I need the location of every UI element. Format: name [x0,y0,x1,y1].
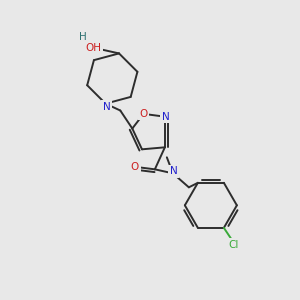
Text: N: N [162,112,170,122]
Text: OH: OH [85,44,101,53]
Text: Cl: Cl [229,240,239,250]
Text: O: O [140,109,148,119]
Text: N: N [103,102,110,112]
Text: O: O [131,162,139,172]
Text: H: H [79,32,87,42]
Text: N: N [170,166,178,176]
